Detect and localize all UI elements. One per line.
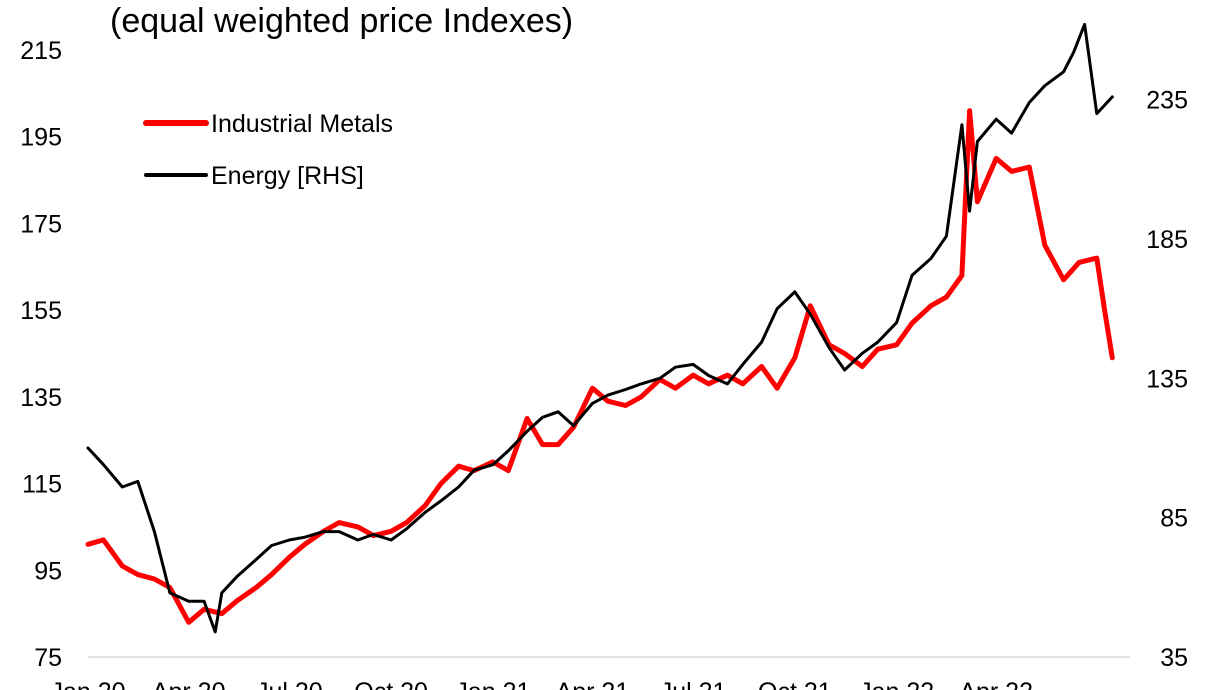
chart-title: (equal weighted price Indexes): [110, 2, 573, 40]
series-line-industrial-metals: [85, 108, 1115, 625]
x-axis: Jan 20 Apr 20 Jul 20 Oct 20 Jan 21 Apr 21 Jul …: [50, 678, 1033, 690]
legend: Industrial Metals Energy [RHS]: [143, 110, 393, 190]
left-tick-label: 115: [22, 471, 62, 499]
x-tick-label: Apr 20: [152, 678, 226, 690]
x-tick-label: Jan 20: [50, 678, 125, 690]
plot-area: [85, 22, 1115, 634]
x-tick-label: Jul 20: [256, 678, 323, 690]
right-tick-label: 135: [1146, 365, 1188, 393]
left-tick-label: 215: [20, 37, 62, 65]
left-tick-label: 175: [20, 210, 62, 238]
x-tick-label: Oct 20: [354, 678, 428, 690]
left-tick-label: 155: [20, 297, 62, 325]
left-tick-label: 95: [34, 557, 62, 585]
series-line-energy: [86, 22, 1114, 634]
x-tick-label: Oct 21: [758, 678, 832, 690]
x-tick-label: Apr 22: [959, 678, 1033, 690]
x-tick-label: Jul 21: [660, 678, 727, 690]
x-tick-label: Jan 22: [859, 678, 934, 690]
right-axis: 35 85 135 185 235: [1146, 87, 1188, 672]
left-tick-label: 75: [34, 644, 62, 672]
right-tick-label: 235: [1146, 87, 1188, 115]
left-axis: 75 95 115 135 155 175 195 215: [20, 37, 62, 672]
x-tick-label: Jan 21: [455, 678, 530, 690]
x-tick-label: Apr 21: [556, 678, 630, 690]
legend-label: Energy [RHS]: [211, 162, 364, 190]
right-tick-label: 185: [1146, 226, 1188, 254]
left-tick-label: 135: [20, 384, 62, 412]
right-tick-label: 85: [1160, 505, 1188, 533]
left-tick-label: 195: [20, 124, 62, 152]
right-tick-label: 35: [1160, 644, 1188, 672]
legend-label: Industrial Metals: [211, 110, 393, 138]
